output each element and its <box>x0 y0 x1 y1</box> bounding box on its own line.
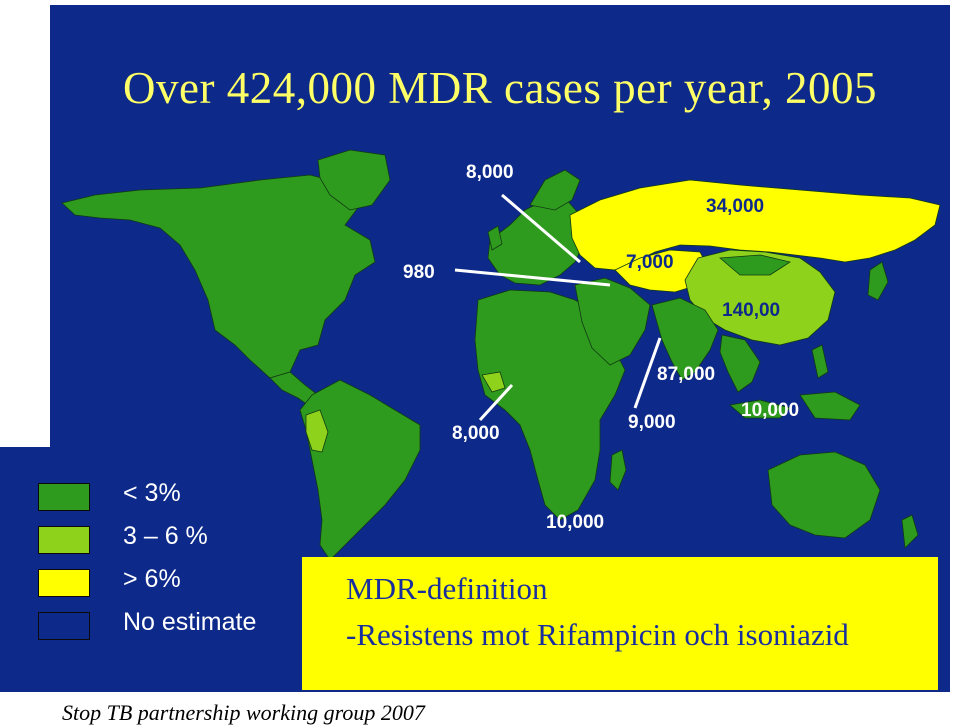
legend-swatch <box>38 569 90 597</box>
pointer-eastern-europe <box>501 193 581 264</box>
europe-west <box>487 197 586 286</box>
british-isles <box>487 225 503 251</box>
southeast-asia <box>719 334 761 393</box>
slide-title: Over 424,000 MDR cases per year, 2005 <box>122 63 877 113</box>
west-africa-region <box>481 371 506 393</box>
australia <box>767 451 881 539</box>
india <box>651 297 719 381</box>
peru-region <box>305 409 329 453</box>
north-america <box>61 174 376 379</box>
south-america <box>299 379 421 561</box>
middle-east <box>574 277 651 366</box>
japan <box>867 261 889 301</box>
source-caption: Stop TB partnership working group 2007 <box>62 700 425 725</box>
pointer-west-africa <box>478 383 514 422</box>
definition-text: -Resistens mot Rifampicin och isoniazid <box>346 617 849 652</box>
philippines <box>811 344 829 379</box>
madagascar <box>609 449 627 491</box>
indonesia-1 <box>729 399 791 419</box>
label-russia: 34,000 <box>706 196 765 217</box>
label-india: 87,000 <box>657 364 716 385</box>
definition-box: MDR-definition -Resistens mot Rifampicin… <box>302 557 938 690</box>
legend-label: 3 – 6 % <box>123 522 208 550</box>
indonesia-2 <box>799 391 861 421</box>
new-zealand <box>901 514 919 549</box>
label-east-mediterranean: 9,000 <box>628 412 676 433</box>
label-eastern-europe: 8,000 <box>466 162 514 183</box>
label-central-asia: 7,000 <box>626 252 674 273</box>
greenland <box>317 149 391 211</box>
pointer-lines <box>454 193 662 422</box>
legend-swatch <box>38 483 90 511</box>
legend-swatch <box>38 612 90 640</box>
label-southern-africa: 10,000 <box>546 512 605 533</box>
legend-swatch <box>38 526 90 554</box>
scandinavia <box>529 169 581 211</box>
label-china: 140,00 <box>722 300 781 321</box>
label-southeast-asia: 10,000 <box>741 400 800 421</box>
label-west-africa: 8,000 <box>452 423 500 444</box>
pointer-western-europe <box>454 268 611 287</box>
legend-label: No estimate <box>123 608 257 636</box>
label-western-europe: 980 <box>403 262 435 283</box>
definition-title: MDR-definition <box>346 571 548 606</box>
legend-label: > 6% <box>123 565 181 593</box>
pointer-east-mediterranean <box>633 337 662 409</box>
legend-label: < 3% <box>123 479 181 507</box>
mongolia <box>718 254 792 276</box>
